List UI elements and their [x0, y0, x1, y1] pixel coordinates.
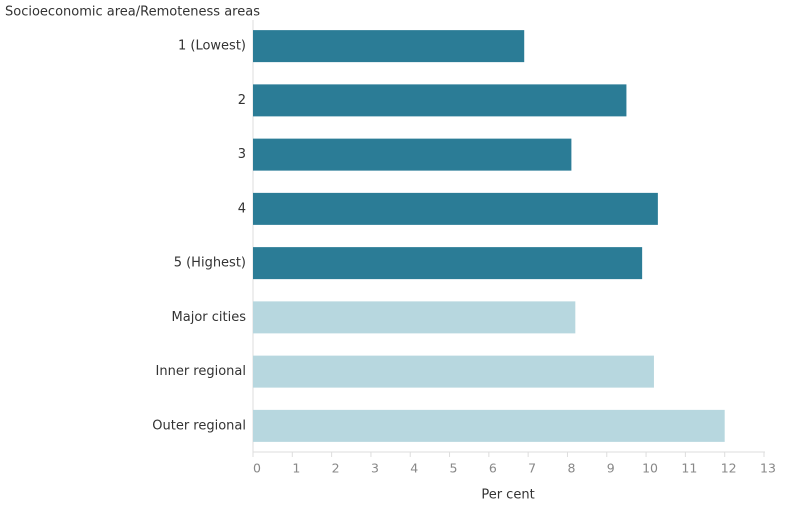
x-tick-label: 9	[607, 461, 615, 476]
bar	[253, 30, 525, 63]
x-tick-label: 1	[292, 461, 300, 476]
y-tick-label: 5 (Highest)	[174, 256, 246, 271]
x-tick-label: 11	[681, 461, 697, 476]
x-tick-label: 5	[450, 461, 458, 476]
x-axis-title: Per cent	[481, 488, 534, 503]
x-tick-label: 10	[642, 461, 658, 476]
x-tick-label: 0	[253, 461, 261, 476]
y-tick-label: Inner regional	[156, 364, 246, 379]
bar	[253, 409, 725, 442]
y-tick-label: 2	[238, 93, 246, 108]
x-tick-label: 7	[528, 461, 536, 476]
x-tick-label: 12	[721, 461, 737, 476]
bar	[253, 84, 627, 117]
bar	[253, 301, 576, 334]
y-axis-title: Socioeconomic area/Remoteness areas	[5, 5, 260, 20]
y-tick-label: 1 (Lowest)	[178, 39, 246, 54]
bar	[253, 192, 658, 225]
y-tick-label: Outer regional	[152, 418, 246, 433]
bar	[253, 247, 643, 280]
y-tick-label: 4	[238, 201, 246, 216]
x-tick-label: 6	[489, 461, 497, 476]
x-tick-label: 4	[410, 461, 418, 476]
x-tick-label: 8	[567, 461, 575, 476]
y-tick-label: Major cities	[172, 310, 247, 325]
x-tick-label: 2	[332, 461, 340, 476]
x-tick-label: 3	[371, 461, 379, 476]
bar	[253, 138, 572, 171]
bar	[253, 355, 654, 388]
y-tick-label: 3	[238, 147, 246, 162]
x-tick-label: 13	[760, 461, 776, 476]
